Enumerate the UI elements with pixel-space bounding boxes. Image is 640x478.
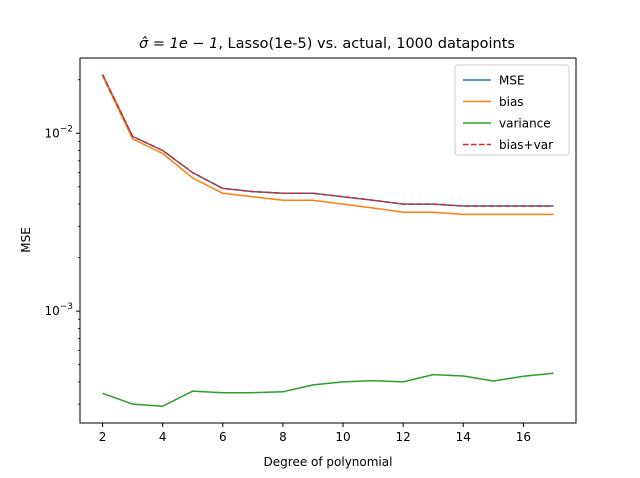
chart-title-symbol: σ̂ = 1e − 1: [139, 36, 218, 52]
x-tick-label: 2: [99, 430, 107, 444]
legend-label: variance: [499, 117, 551, 131]
x-tick-label: 16: [516, 430, 531, 444]
legend-label: MSE: [499, 74, 525, 88]
tick-layer: 2 4 6 8 10 12 14 16 10−3 10−2: [44, 79, 531, 444]
y-axis-label: MSE: [19, 227, 33, 253]
x-tick-label: 10: [335, 430, 350, 444]
legend-box: [454, 64, 570, 156]
series-line-variance: [102, 372, 554, 407]
x-tick-label: 14: [456, 430, 471, 444]
chart-title-text: , Lasso(1e-5) vs. actual, 1000 datapoint…: [218, 36, 515, 52]
x-tick-label: 4: [159, 430, 167, 444]
x-tick-label: 6: [219, 430, 227, 444]
legend: MSE bias variance bias+var: [454, 64, 570, 156]
series-layer: [101, 74, 554, 407]
x-axis-label: Degree of polynomial: [264, 455, 393, 469]
y-tick-label: 10−3: [44, 302, 73, 318]
plot-frame: [79, 57, 577, 424]
legend-label: bias: [499, 95, 524, 109]
y-tick-label: 10−2: [44, 124, 73, 140]
series-line-bias-var: [101, 74, 554, 207]
chart-title: σ̂ = 1e − 1, Lasso(1e-5) vs. actual, 100…: [139, 36, 515, 52]
series-line-bias: [101, 75, 554, 216]
x-tick-label: 8: [279, 430, 287, 444]
x-tick-label: 12: [396, 430, 411, 444]
legend-label: bias+var: [499, 138, 553, 152]
